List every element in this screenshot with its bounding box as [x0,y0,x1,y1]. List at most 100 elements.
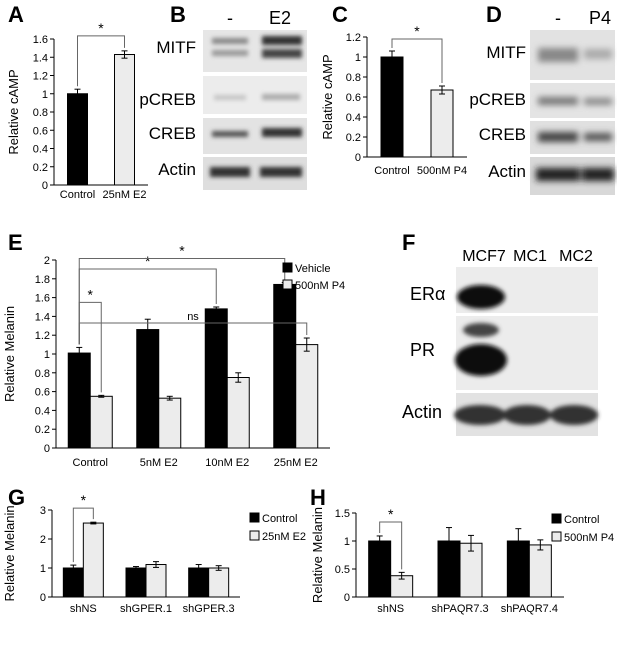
y-tick-label: 1.4 [33,52,48,64]
y-tick-label: 0.8 [33,107,48,119]
blot-f-band [463,323,499,337]
bar [188,567,210,598]
blot-d-lane-label-1: - [555,8,561,28]
blot-f-band [503,405,551,425]
y-tick-label: 0 [355,152,361,164]
y-tick-label: 1.2 [33,71,48,83]
y-tick-label: 0 [44,443,50,455]
bar [67,93,88,186]
y-axis-label: Relative cAMP [320,54,335,139]
blot-b-band [212,38,248,44]
significance-bracket [379,521,403,570]
legend-label: Control [262,513,297,525]
category-label: Control [73,457,108,469]
blot-d-band [584,49,612,59]
category-label: 25nM E2 [274,457,318,469]
y-axis-label: Relative cAMP [6,69,21,154]
category-label: 25nM E2 [102,189,146,201]
chart-g: 0 1 2 3 Relative Melanin shNS shGPER.1 shGPER.3… [2,492,306,615]
panel-letter-f: F [402,230,415,255]
blot-b-lane-label-2: E2 [269,8,291,28]
panel-letter-g: G [8,485,25,510]
chart-e: 0 0.2 0.4 0.6 0.8 1 1.2 1.4 1.6 1.8 2 Relative Mela… [2,243,345,469]
legend-swatch [551,513,562,524]
blot-d-row-label-pcreb: pCREB [469,90,526,109]
western-blot-d: - P4 MITF pCREB CREB Actin [469,8,615,195]
legend-label: Vehicle [295,263,330,275]
y-tick-label: 0.8 [35,368,50,380]
significance-label: * [88,286,94,302]
blot-f-lane-label-2: MC1 [513,248,547,265]
bar [226,377,250,449]
y-tick-label: 0.4 [346,112,361,124]
blot-b-row-label-pcreb: pCREB [139,90,196,109]
significance-bracket [78,322,308,345]
y-tick-label: 1.4 [35,311,50,323]
blot-f-lane-label-1: MCF7 [462,248,506,265]
legend-swatch [551,531,562,542]
blot-b-band [262,36,302,45]
y-tick-label: 0.4 [35,405,50,417]
chart-h: 0 0.5 1 1.5 Relative Melanin shNS shPAQR7.3 shP… [310,506,614,615]
blot-b-band [214,95,246,100]
bar [204,308,228,449]
significance-label: * [414,23,420,39]
bar [158,397,182,449]
y-tick-label: 0.8 [346,72,361,84]
significance-label: * [388,506,394,522]
blot-f-band [455,344,507,376]
blot-f-band [457,285,505,309]
bar [89,395,113,449]
blot-d-row-label-creb: CREB [479,125,526,144]
western-blot-b: - E2 MITF pCREB CREB Actin [139,8,307,190]
bar [368,540,392,598]
blot-d-band [538,48,578,62]
category-label: shGPER.1 [120,603,172,615]
category-label: 5nM E2 [140,457,178,469]
category-label: 10nM E2 [205,457,249,469]
y-axis-label: Relative Melanin [2,306,17,402]
blot-d-row-label-actin: Actin [488,162,526,181]
category-label: 500nM P4 [417,165,467,177]
y-tick-label: 0.6 [346,92,361,104]
y-tick-label: 0.6 [35,387,50,399]
bar [125,567,147,598]
y-tick-label: 0.4 [33,144,48,156]
y-tick-label: 1.2 [346,32,361,44]
blot-b-band [260,167,302,177]
significance-label: * [145,253,151,269]
y-tick-label: 1 [40,563,46,575]
y-tick-label: 0.2 [35,424,50,436]
blot-d-band [538,97,578,105]
significance-label: ns [187,311,199,323]
panel-letter-a: A [8,2,24,27]
blot-d-row-label-mitf: MITF [486,43,526,62]
y-tick-label: 1.2 [35,330,50,342]
bar [62,567,84,598]
bar [208,567,230,598]
significance-bracket [72,507,94,563]
y-axis-label: Relative Melanin [310,507,325,603]
legend-label: 500nM P4 [295,280,345,292]
blot-b-row-label-mitf: MITF [156,38,196,57]
y-tick-label: 2 [40,534,46,546]
blot-d-band [584,98,612,105]
bar [145,564,167,598]
bar [67,352,91,449]
category-label: shGPER.3 [183,603,235,615]
chart-c: 0 0.2 0.4 0.6 0.8 1 1.2 Relative cAMP Control 500… [320,23,467,177]
category-label: shPAQR7.4 [501,603,558,615]
blot-b-band [210,167,250,177]
y-tick-label: 2 [44,255,50,267]
y-tick-label: 0 [344,592,350,604]
western-blot-f: MCF7 MC1 MC2 ERα PR Actin [402,248,598,436]
blot-b-band [262,94,300,100]
bar [82,522,104,598]
bar [430,89,454,158]
category-label: Control [374,165,409,177]
significance-label: * [81,492,87,508]
y-tick-label: 0 [40,592,46,604]
legend-label: 500nM P4 [564,532,614,544]
blot-d-band [536,168,580,181]
